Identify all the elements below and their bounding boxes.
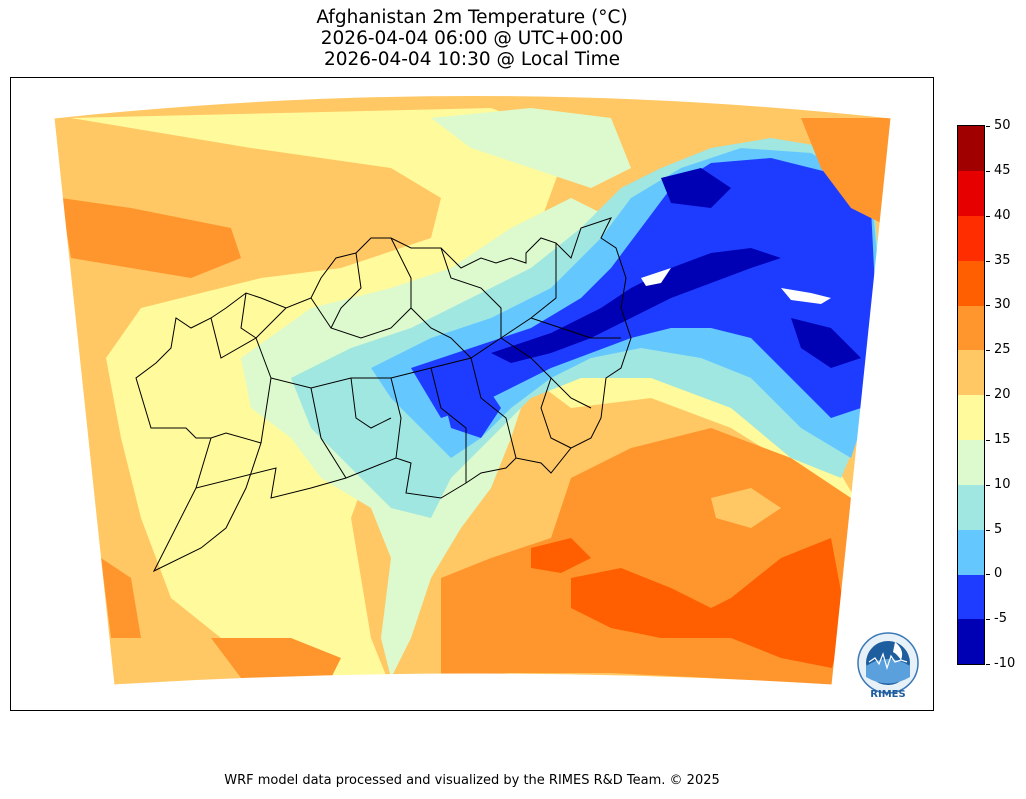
- zone-minus10-minus5-east: [791, 318, 861, 368]
- colorbar-tick-label: 10: [994, 476, 1011, 492]
- zone-25-30-far-west: [101, 558, 141, 638]
- colorbar-tick-label: 50: [994, 118, 1011, 133]
- title-line-2: 2026-04-04 06:00 @ UTC+00:00: [320, 28, 624, 49]
- domain-edge: [53, 95, 892, 686]
- province-line-4: [270, 243, 557, 389]
- afghanistan-border: [135, 217, 632, 573]
- province-line-6: [390, 377, 402, 459]
- colorbar-tick-label: 30: [994, 297, 1011, 313]
- rimes-logo: RIMES: [857, 632, 919, 700]
- colorbar-segment: [958, 260, 984, 306]
- zone-25-30-ne: [801, 118, 891, 228]
- province-line-5: [310, 387, 347, 479]
- colorbar-segment: [958, 484, 984, 530]
- zone-minus10-minus5-north: [661, 168, 731, 208]
- colorbar-segment: [958, 439, 984, 485]
- admin-boundaries: [135, 217, 632, 573]
- credit-text: WRF model data processed and visualized …: [224, 773, 720, 788]
- colorbar-tick-label: 40: [994, 207, 1011, 223]
- colorbar-tick-label: 25: [994, 342, 1011, 358]
- colorbar-segment: [958, 619, 984, 665]
- title-line-3: 2026-04-04 10:30 @ Local Time: [323, 49, 621, 70]
- colorbar-segment: [958, 395, 984, 440]
- zone-below-scale: [641, 268, 671, 286]
- colorbar-tick-label: -10: [994, 656, 1016, 671]
- zone-20-25-patch: [711, 488, 781, 528]
- province-line-13: [410, 307, 472, 359]
- province-line-2: [255, 307, 287, 444]
- province-line-17: [210, 317, 257, 359]
- bird-icon: [893, 642, 903, 660]
- colorbar-tick-label: 35: [994, 252, 1011, 268]
- colorbar-tick-label: -5: [994, 611, 1007, 627]
- colorbar-tick-label: 20: [994, 387, 1011, 402]
- province-line-11: [330, 252, 362, 329]
- zone-25-30-sw: [211, 638, 341, 678]
- zone-below-scale-east: [781, 288, 831, 304]
- province-line-15: [350, 377, 392, 429]
- zone-25-30-west: [61, 198, 241, 278]
- zone-minus5-0-south: [441, 378, 501, 438]
- province-line-10: [530, 317, 621, 339]
- zone-10-15-north: [431, 108, 631, 188]
- colorbar-segment: [958, 350, 984, 396]
- colorbar-segment: [958, 305, 984, 351]
- zone-30-35-small: [531, 538, 591, 573]
- zone-minus10-minus5: [491, 248, 781, 363]
- colorbar-tick-label: 0: [994, 566, 1003, 582]
- province-line-12: [440, 247, 502, 338]
- map-panel: [10, 77, 934, 711]
- province-line-1: [195, 437, 212, 489]
- zone-30-35: [571, 538, 846, 668]
- province-line-14: [540, 377, 572, 449]
- title-line-1: Afghanistan 2m Temperature (°C): [316, 7, 628, 28]
- colorbar-segment: [958, 215, 984, 261]
- province-line-8: [470, 357, 517, 459]
- province-line-16: [240, 292, 257, 339]
- colorbar-segment: [958, 574, 984, 620]
- colorbar-tick-label: 45: [994, 162, 1011, 178]
- colorbar-segment: [958, 170, 984, 216]
- figure-title: Afghanistan 2m Temperature (°C) 2026-04-…: [0, 7, 944, 70]
- logo-text: RIMES: [870, 689, 905, 700]
- colorbar-segment: [958, 529, 984, 575]
- temperature-map: [53, 95, 892, 686]
- colorbar-tick-label: 5: [994, 521, 1003, 537]
- province-line-7: [430, 367, 467, 483]
- colorbar-segment: [958, 126, 984, 171]
- colorbar: [957, 125, 985, 665]
- temperature-field: [54, 95, 891, 685]
- colorbar-tick-label: 15: [994, 431, 1011, 447]
